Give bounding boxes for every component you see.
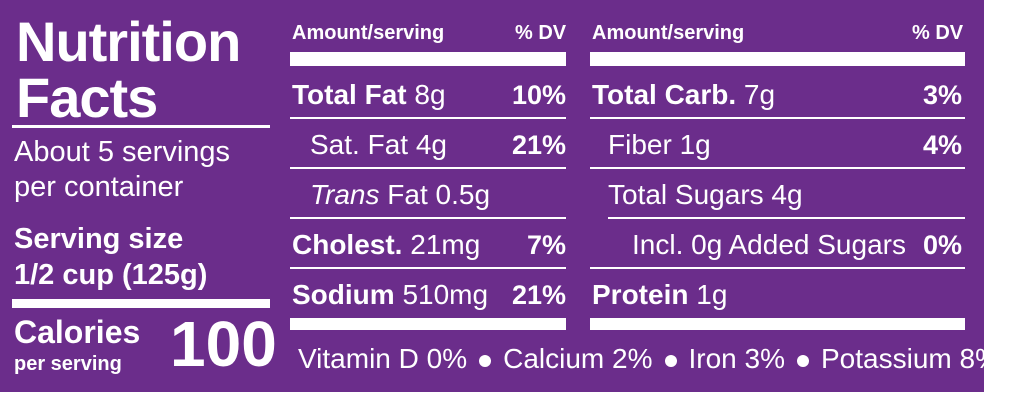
bullet-icon [479,354,492,367]
servings-line-2: per container [14,171,184,203]
right-header-bar [590,52,965,66]
divider [590,117,965,119]
left-row-trans-fat: Trans Fat 0.5g [310,179,491,210]
left-row-sat-fat-dv: 21% [511,130,566,160]
right-footer-bar [590,318,965,330]
divider-serving-size [12,299,270,308]
divider [290,267,566,269]
right-row-total-carb-dv: 3% [922,80,962,110]
calories-label: Calories [14,314,141,350]
vitamin-d: Vitamin D 0% [298,343,468,374]
divider [290,167,566,169]
iron: Iron 3% [688,343,786,374]
right-row-fiber: Fiber 1g [608,129,711,160]
calcium: Calcium 2% [503,343,653,374]
divider [590,267,965,269]
right-row-added-sugars: Incl. 0g Added Sugars [632,229,906,260]
divider [590,167,965,169]
left-header-dv: % DV [515,22,567,44]
right-row-total-carb: Total Carb. 7g [592,79,776,110]
left-header-bar [290,52,566,66]
divider-title [12,125,270,128]
title-line-2: Facts [16,66,158,129]
divider [290,117,566,119]
right-header-amount: Amount/serving [592,22,745,44]
left-row-cholesterol-dv: 7% [526,230,566,260]
serving-size-label: Serving size [14,223,184,255]
calories-value: 100 [170,308,277,380]
divider [608,217,965,219]
left-header-amount: Amount/serving [292,22,445,44]
left-row-total-fat-dv: 10% [511,80,566,110]
left-row-sodium: Sodium 510mg [292,279,489,310]
title-line-1: Nutrition [16,10,241,73]
left-row-cholesterol: Cholest. 21mg [292,229,481,260]
left-footer-bar [290,318,566,330]
vitamins-line: Vitamin D 0% Calcium 2% Iron 3% Potassium 8… [298,344,1000,374]
potassium: Potassium 8% [821,343,1000,374]
bullet-icon [664,354,677,367]
bullet-icon [797,354,809,367]
right-row-added-sugars-dv: 0% [922,230,962,260]
nutrition-facts-panel: Nutrition Facts About 5 servings per con… [0,0,984,392]
calories-per-serving: per serving [14,353,122,375]
right-row-total-sugars: Total Sugars 4g [608,179,803,210]
serving-size-value: 1/2 cup (125g) [14,259,208,291]
divider [290,217,566,219]
left-row-sat-fat: Sat. Fat 4g [310,129,447,160]
left-row-sodium-dv: 21% [511,280,566,310]
right-header-dv: % DV [912,22,964,44]
servings-line-1: About 5 servings [14,136,231,168]
right-row-protein: Protein 1g [592,279,728,310]
right-row-fiber-dv: 4% [922,130,962,160]
left-row-total-fat: Total Fat 8g [292,79,446,110]
